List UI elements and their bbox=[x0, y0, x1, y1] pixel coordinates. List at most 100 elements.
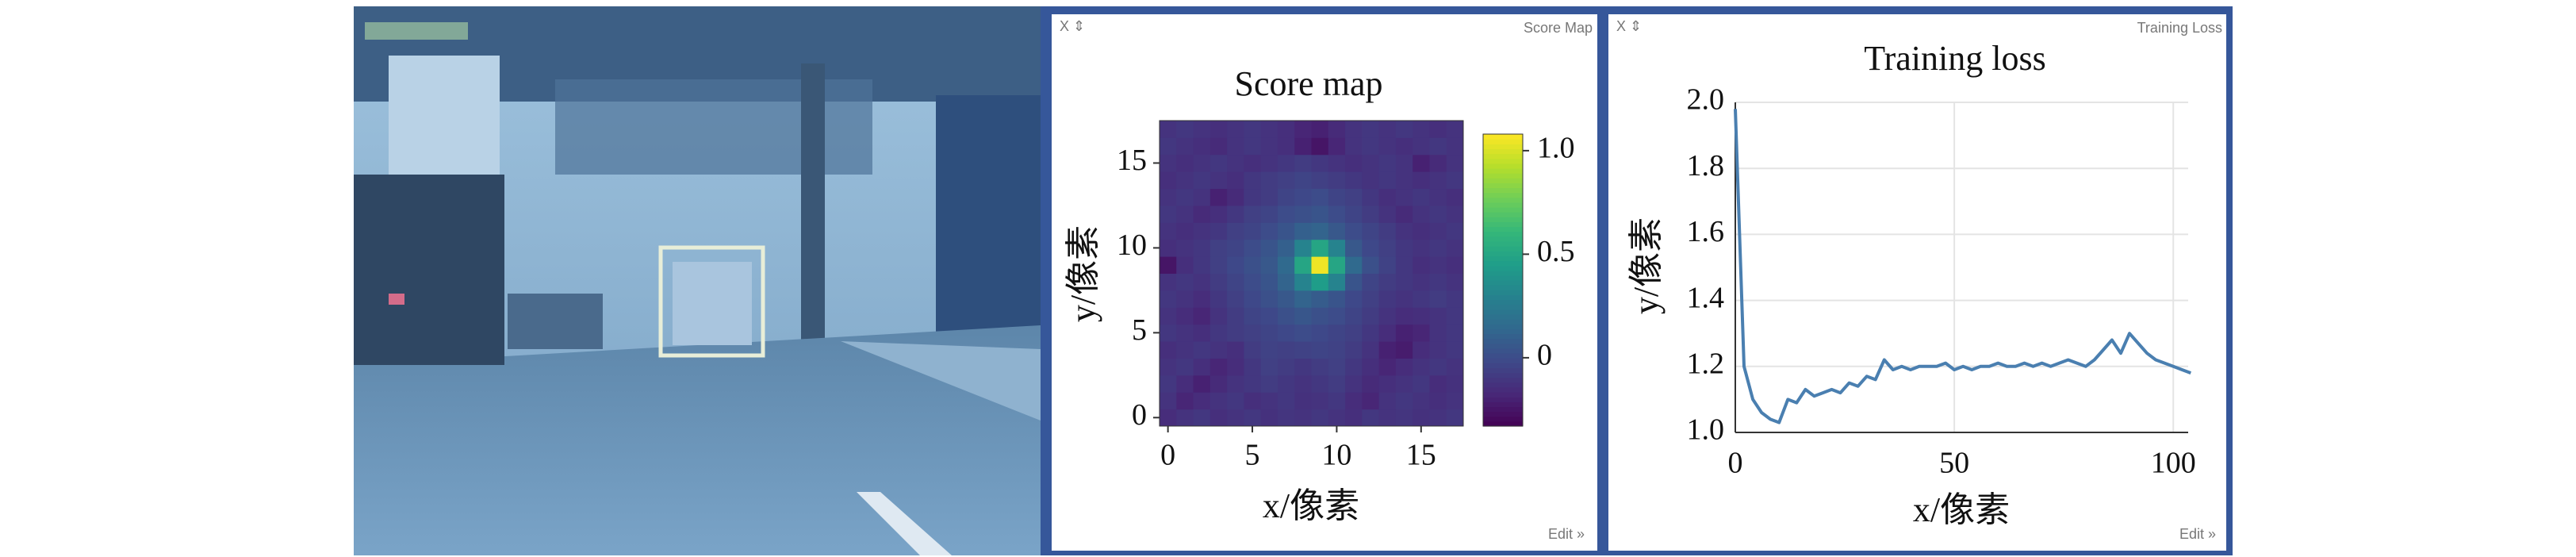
heatmap-cell bbox=[1328, 375, 1346, 393]
storefront bbox=[936, 95, 1041, 341]
heatmap-cell bbox=[1244, 205, 1262, 223]
x-tick-label: 15 bbox=[1406, 439, 1436, 472]
heatmap-cell bbox=[1227, 188, 1244, 206]
heatmap-cell bbox=[1176, 273, 1194, 291]
heatmap-cell bbox=[1260, 307, 1278, 325]
heatmap-cell bbox=[1446, 273, 1464, 291]
heatmap-cell bbox=[1160, 290, 1177, 308]
heatmap-cell bbox=[1362, 154, 1380, 172]
window-controls[interactable]: X ⇕ bbox=[1060, 18, 1085, 34]
chart-title: Training loss bbox=[1864, 39, 2045, 78]
heatmap-cell bbox=[1311, 290, 1329, 308]
heatmap-cell bbox=[1345, 137, 1363, 156]
heatmap-cell bbox=[1328, 273, 1346, 291]
heatmap-cell bbox=[1209, 239, 1228, 257]
heatmap-cell bbox=[1362, 205, 1380, 223]
heatmap-cell bbox=[1345, 324, 1363, 342]
heatmap-cell bbox=[1378, 171, 1397, 190]
heatmap-cell bbox=[1209, 137, 1228, 156]
colorbar-step bbox=[1483, 255, 1523, 262]
heatmap-cell bbox=[1362, 121, 1380, 138]
heatmap-cell bbox=[1176, 239, 1194, 257]
heatmap-cell bbox=[1277, 324, 1295, 342]
heatmap-cell bbox=[1193, 205, 1211, 223]
heatmap-cell bbox=[1209, 205, 1228, 223]
edit-link[interactable]: Edit » bbox=[2179, 526, 2216, 542]
heatmap-cell bbox=[1413, 290, 1430, 308]
heatmap-cell bbox=[1378, 256, 1397, 274]
lane-marking bbox=[857, 492, 952, 555]
colorbar-step bbox=[1483, 192, 1523, 198]
heatmap-cell bbox=[1378, 154, 1397, 172]
heatmap-cell bbox=[1413, 205, 1430, 223]
heatmap-cell bbox=[1209, 222, 1228, 240]
heatmap-cell bbox=[1244, 239, 1262, 257]
colorbar-step bbox=[1483, 328, 1523, 335]
heatmap-cell bbox=[1413, 154, 1430, 172]
heatmap-cell bbox=[1176, 222, 1194, 240]
heatmap-cell bbox=[1311, 341, 1329, 359]
x-tick-label: 100 bbox=[2151, 447, 2196, 480]
heatmap-cell bbox=[1395, 409, 1413, 427]
heatmap-cell bbox=[1244, 409, 1262, 427]
heatmap-cell bbox=[1378, 341, 1397, 359]
heatmap-cell bbox=[1160, 205, 1177, 223]
heatmap-cell bbox=[1395, 222, 1413, 240]
edit-link[interactable]: Edit » bbox=[1548, 526, 1585, 542]
heatmap-cell bbox=[1446, 188, 1464, 206]
heatmap-cell bbox=[1345, 392, 1363, 410]
colorbar-step bbox=[1483, 358, 1523, 363]
heatmap-cell bbox=[1160, 154, 1177, 172]
heatmap-cell bbox=[1277, 375, 1295, 393]
heatmap-cell bbox=[1176, 392, 1194, 410]
heatmap-cell bbox=[1362, 409, 1380, 427]
heatmap-cell bbox=[1209, 256, 1228, 274]
heatmap-cell bbox=[1260, 392, 1278, 410]
heatmap-cell bbox=[1294, 188, 1312, 206]
heatmap-cell bbox=[1413, 307, 1430, 325]
heatmap-cell bbox=[1260, 358, 1278, 376]
heatmap-cell bbox=[1413, 256, 1430, 274]
heatmap-cell bbox=[1429, 154, 1447, 172]
heatmap-cell bbox=[1160, 137, 1177, 156]
heatmap-cell bbox=[1244, 375, 1262, 393]
heatmap-cell bbox=[1311, 171, 1329, 190]
heatmap-cell bbox=[1160, 375, 1177, 393]
colorbar-step bbox=[1483, 377, 1523, 383]
colorbar-step bbox=[1483, 299, 1523, 305]
heatmap-cell bbox=[1294, 121, 1312, 138]
colorbar-step bbox=[1483, 148, 1523, 155]
heatmap-cell bbox=[1378, 205, 1397, 223]
heatmap-cell bbox=[1193, 409, 1211, 427]
heatmap-cell bbox=[1176, 154, 1194, 172]
colorbar-step bbox=[1483, 221, 1523, 228]
heatmap-cell bbox=[1328, 256, 1346, 274]
heatmap-cell bbox=[1395, 358, 1413, 376]
colorbar-step bbox=[1483, 158, 1523, 164]
colorbar-frame bbox=[1482, 133, 1524, 427]
heatmap-cell bbox=[1294, 409, 1312, 427]
colorbar-step bbox=[1483, 153, 1523, 159]
x-tick-label: 0 bbox=[1160, 439, 1175, 472]
heatmap-cell bbox=[1413, 121, 1430, 138]
heatmap-cell bbox=[1328, 171, 1346, 190]
heatmap-cell bbox=[1429, 137, 1447, 156]
heatmap-cell bbox=[1193, 307, 1211, 325]
colorbar-step bbox=[1483, 353, 1523, 359]
heatmap-cell bbox=[1446, 324, 1464, 342]
heatmap-cell bbox=[1294, 290, 1312, 308]
heatmap-cell bbox=[1328, 307, 1346, 325]
window-controls[interactable]: X ⇕ bbox=[1616, 18, 1642, 34]
colorbar-step bbox=[1483, 416, 1523, 422]
chart-title: Score map bbox=[1235, 64, 1383, 103]
heatmap-cell bbox=[1362, 256, 1380, 274]
x-tick-label: 0 bbox=[1728, 447, 1743, 480]
heatmap-cell bbox=[1209, 375, 1228, 393]
y-tick-label: 15 bbox=[1117, 144, 1147, 177]
heatmap-cell bbox=[1294, 171, 1312, 190]
colorbar-step bbox=[1483, 167, 1523, 174]
heatmap-cell bbox=[1446, 341, 1464, 359]
heatmap-cell bbox=[1413, 324, 1430, 342]
heatmap-cell bbox=[1429, 409, 1447, 427]
